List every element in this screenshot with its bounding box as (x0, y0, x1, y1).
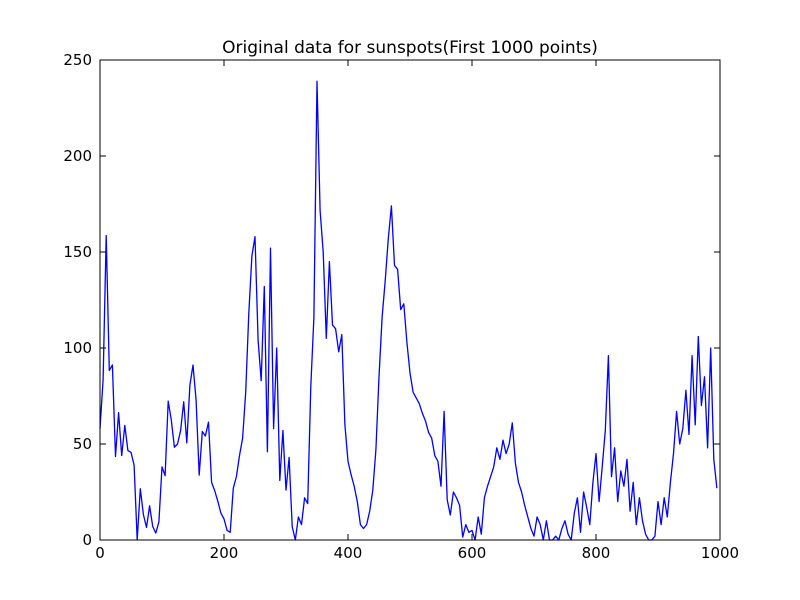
y-tick-label: 150 (63, 243, 92, 261)
plot-area (99, 80, 718, 541)
x-tick-label: 600 (458, 544, 487, 562)
y-tick-label: 200 (63, 147, 92, 165)
x-tick-label: 400 (334, 544, 363, 562)
x-tick-label: 200 (210, 544, 239, 562)
x-tick-label: 0 (95, 544, 105, 562)
axes-frame (99, 59, 721, 541)
y-tick-label: 250 (63, 51, 92, 69)
x-tick-label: 800 (582, 544, 611, 562)
chart-title: Original data for sunspots(First 1000 po… (222, 38, 598, 58)
y-tick-label: 100 (63, 339, 92, 357)
y-tick-label: 0 (82, 531, 92, 549)
y-tick-label: 50 (73, 435, 92, 453)
data-line (99, 80, 718, 541)
x-tick-label: 1000 (701, 544, 739, 562)
